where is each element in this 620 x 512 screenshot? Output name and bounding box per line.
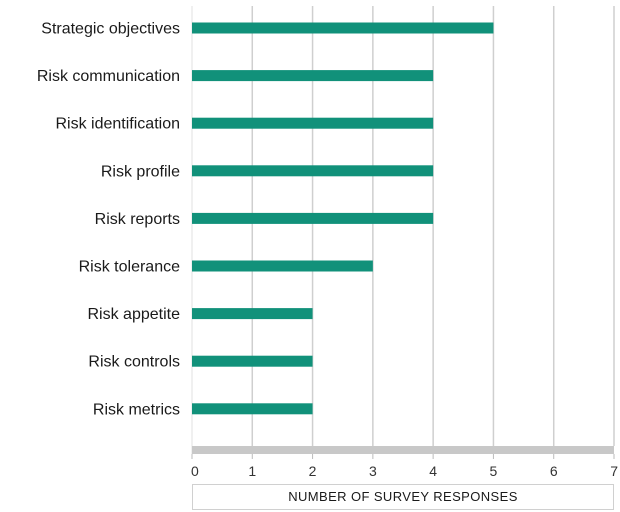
bar-strategic-objectives	[192, 23, 493, 34]
bar-risk-profile	[192, 165, 433, 176]
bar-risk-identification	[192, 118, 433, 129]
x-tick-label: 0	[191, 463, 199, 479]
category-label: Risk communication	[37, 68, 180, 85]
x-axis-title: NUMBER OF SURVEY RESPONSES	[193, 489, 613, 504]
bar-risk-metrics	[192, 403, 313, 414]
bar-risk-communication	[192, 70, 433, 81]
category-label: Risk tolerance	[79, 259, 180, 276]
x-tick-label: 6	[550, 463, 558, 479]
x-axis-title-box: NUMBER OF SURVEY RESPONSES	[192, 484, 614, 510]
x-tick-label: 5	[490, 463, 498, 479]
bar-risk-controls	[192, 356, 313, 367]
category-label: Risk appetite	[88, 306, 181, 323]
category-label: Risk controls	[88, 354, 180, 371]
x-axis-baseline	[192, 446, 614, 454]
x-tick-label: 1	[248, 463, 256, 479]
x-tick-label: 4	[429, 463, 437, 479]
x-tick-label: 7	[610, 463, 618, 479]
bar-risk-tolerance	[192, 261, 373, 272]
x-tick-labels: 0 1 2 3 4 5 6 7	[191, 463, 618, 479]
category-label: Risk profile	[101, 163, 180, 180]
category-label: Risk reports	[95, 211, 180, 228]
category-label: Risk identification	[56, 116, 181, 133]
bars	[192, 23, 493, 415]
category-label: Strategic objectives	[41, 21, 180, 38]
bar-risk-appetite	[192, 308, 313, 319]
x-tick-label: 2	[309, 463, 317, 479]
bar-risk-reports	[192, 213, 433, 224]
x-tick-label: 3	[369, 463, 377, 479]
category-label: Risk metrics	[93, 401, 180, 418]
category-labels: Strategic objectives Risk communication Ri…	[37, 21, 180, 419]
